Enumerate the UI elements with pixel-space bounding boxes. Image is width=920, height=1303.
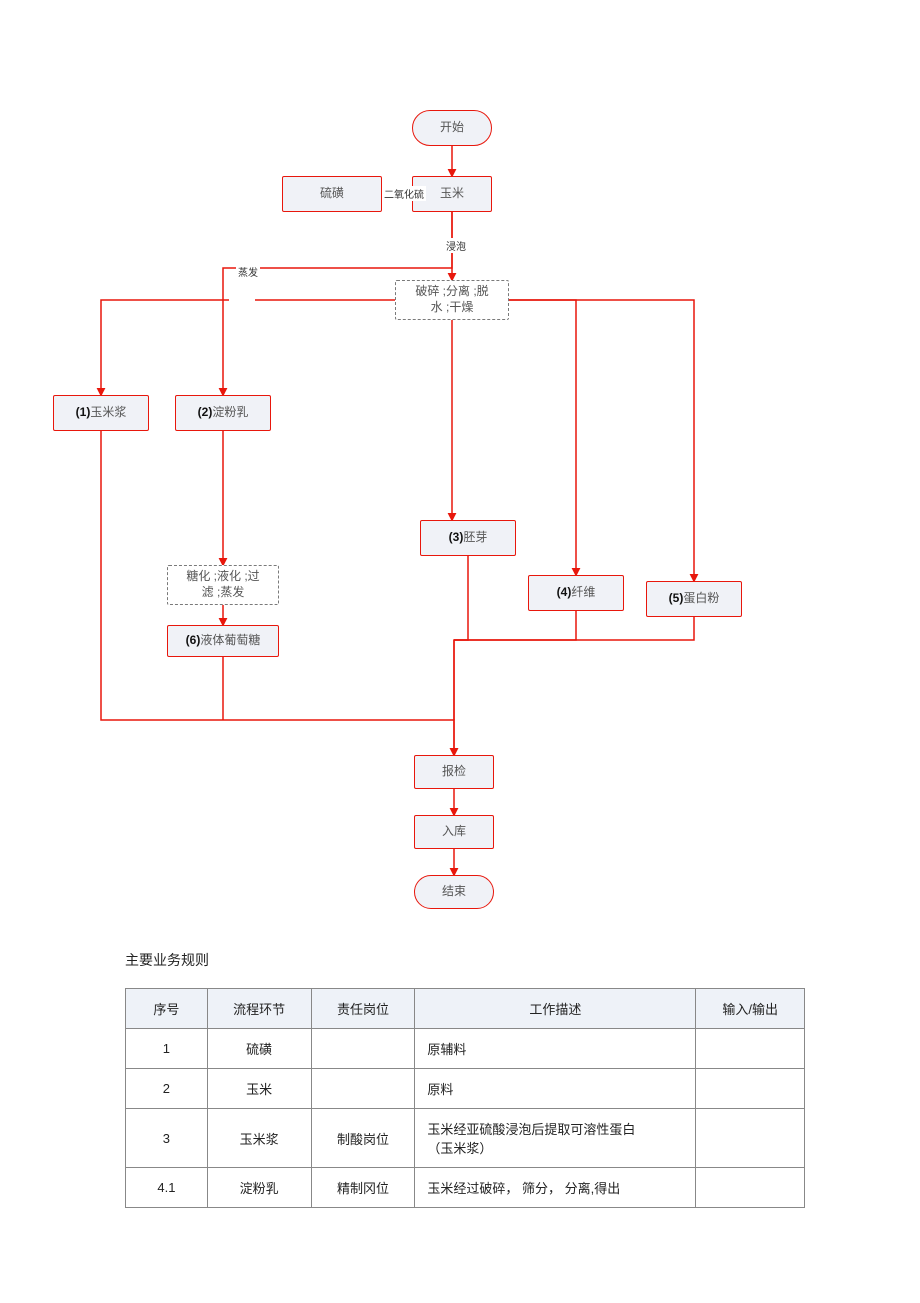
table-header-cell: 流程环节 bbox=[207, 989, 311, 1029]
table-header-cell: 责任岗位 bbox=[311, 989, 415, 1029]
flow-edge bbox=[454, 611, 576, 640]
rules-table: 序号流程环节责任岗位工作描述输入/输出1硫磺原辅料2玉米原料3玉米浆制酸岗位玉米… bbox=[125, 988, 805, 1208]
node-label: 纤维 bbox=[571, 585, 595, 599]
node-label: 破碎 ;分离 ;脱 水 ;干燥 bbox=[415, 284, 488, 314]
table-header-cell: 输入/输出 bbox=[696, 989, 805, 1029]
edge-label: 二氧化硫 bbox=[382, 186, 426, 201]
table-row: 1硫磺 原辅料 bbox=[126, 1029, 805, 1069]
table-cell: 精制冈位 bbox=[311, 1168, 415, 1208]
node-p4: (4)纤维 bbox=[528, 575, 624, 611]
table-cell: 玉米 bbox=[207, 1069, 311, 1109]
node-sugar_proc: 糖化 ;液化 ;过 滤 ;蒸发 bbox=[167, 565, 279, 605]
table-cell: 玉米经过破碎， 筛分， 分离,得出 bbox=[415, 1168, 696, 1208]
node-prefix: (2) bbox=[198, 405, 213, 419]
node-end: 结束 bbox=[414, 875, 494, 909]
node-p5: (5)蛋白粉 bbox=[646, 581, 742, 617]
table-cell: 3 bbox=[126, 1109, 208, 1168]
node-prefix: (6) bbox=[186, 633, 201, 647]
node-label: 玉米浆 bbox=[90, 405, 126, 419]
table-cell: 硫磺 bbox=[207, 1029, 311, 1069]
node-label: 液体葡萄糖 bbox=[200, 633, 260, 647]
table-cell bbox=[696, 1029, 805, 1069]
table-cell: 玉米浆 bbox=[207, 1109, 311, 1168]
table-cell: 玉米经亚硫酸浸泡后提取可溶性蛋白 （玉米浆） bbox=[415, 1109, 696, 1168]
node-label: 结束 bbox=[442, 884, 466, 898]
page-root: 开始硫磺玉米破碎 ;分离 ;脱 水 ;干燥(1)玉米浆(2)淀粉乳(3)胚芽(4… bbox=[0, 0, 920, 1208]
node-crush: 破碎 ;分离 ;脱 水 ;干燥 bbox=[395, 280, 509, 320]
node-p2: (2)淀粉乳 bbox=[175, 395, 271, 431]
node-store: 入库 bbox=[414, 815, 494, 849]
flow-edge bbox=[509, 300, 576, 575]
node-prefix: (5) bbox=[669, 591, 684, 605]
table-cell bbox=[696, 1069, 805, 1109]
flowchart-canvas: 开始硫磺 玉米破碎 ;分离 ;脱 水 ;干燥 (1)玉米浆 (2)淀粉乳 (3)胚芽 (4… bbox=[0, 100, 920, 930]
section-title: 主要业务规则 bbox=[125, 950, 920, 970]
table-cell: 淀粉乳 bbox=[207, 1168, 311, 1208]
node-label: 胚芽 bbox=[463, 530, 487, 544]
flow-edge bbox=[101, 300, 229, 395]
node-label: 入库 bbox=[442, 824, 466, 838]
node-p1: (1)玉米浆 bbox=[53, 395, 149, 431]
node-label: 蛋白粉 bbox=[683, 591, 719, 605]
node-sulfur: 硫磺 bbox=[282, 176, 382, 212]
table-row: 4.1淀粉乳精制冈位玉米经过破碎， 筛分， 分离,得出 bbox=[126, 1168, 805, 1208]
node-prefix: (3) bbox=[449, 530, 464, 544]
node-p3: (3)胚芽 bbox=[420, 520, 516, 556]
table-header-cell: 工作描述 bbox=[415, 989, 696, 1029]
node-label: 报检 bbox=[442, 764, 466, 778]
node-prefix: (1) bbox=[76, 405, 91, 419]
node-label: 硫磺 bbox=[320, 186, 344, 200]
table-row: 2玉米 原料 bbox=[126, 1069, 805, 1109]
table-cell: 制酸岗位 bbox=[311, 1109, 415, 1168]
table-header-cell: 序号 bbox=[126, 989, 208, 1029]
table-cell: 4.1 bbox=[126, 1168, 208, 1208]
node-inspect: 报检 bbox=[414, 755, 494, 789]
node-start: 开始 bbox=[412, 110, 492, 146]
table-cell: 原辅料 bbox=[415, 1029, 696, 1069]
table-cell bbox=[311, 1069, 415, 1109]
flow-edge bbox=[509, 300, 694, 581]
table-row: 3玉米浆制酸岗位玉米经亚硫酸浸泡后提取可溶性蛋白 （玉米浆） bbox=[126, 1109, 805, 1168]
node-label: 糖化 ;液化 ;过 滤 ;蒸发 bbox=[186, 569, 259, 599]
node-label: 淀粉乳 bbox=[212, 405, 248, 419]
node-label: 玉米 bbox=[440, 186, 464, 200]
table-cell bbox=[696, 1109, 805, 1168]
table-cell: 2 bbox=[126, 1069, 208, 1109]
flow-edge bbox=[454, 556, 468, 720]
node-p6: (6)液体葡萄糖 bbox=[167, 625, 279, 657]
flow-edge bbox=[454, 617, 694, 640]
table-cell: 原料 bbox=[415, 1069, 696, 1109]
table-cell bbox=[696, 1168, 805, 1208]
edge-label: 蒸发 bbox=[236, 264, 260, 279]
node-label: 开始 bbox=[440, 120, 464, 134]
node-prefix: (4) bbox=[557, 585, 572, 599]
table-cell: 1 bbox=[126, 1029, 208, 1069]
edge-label: 浸泡 bbox=[444, 238, 468, 253]
table-cell bbox=[311, 1029, 415, 1069]
